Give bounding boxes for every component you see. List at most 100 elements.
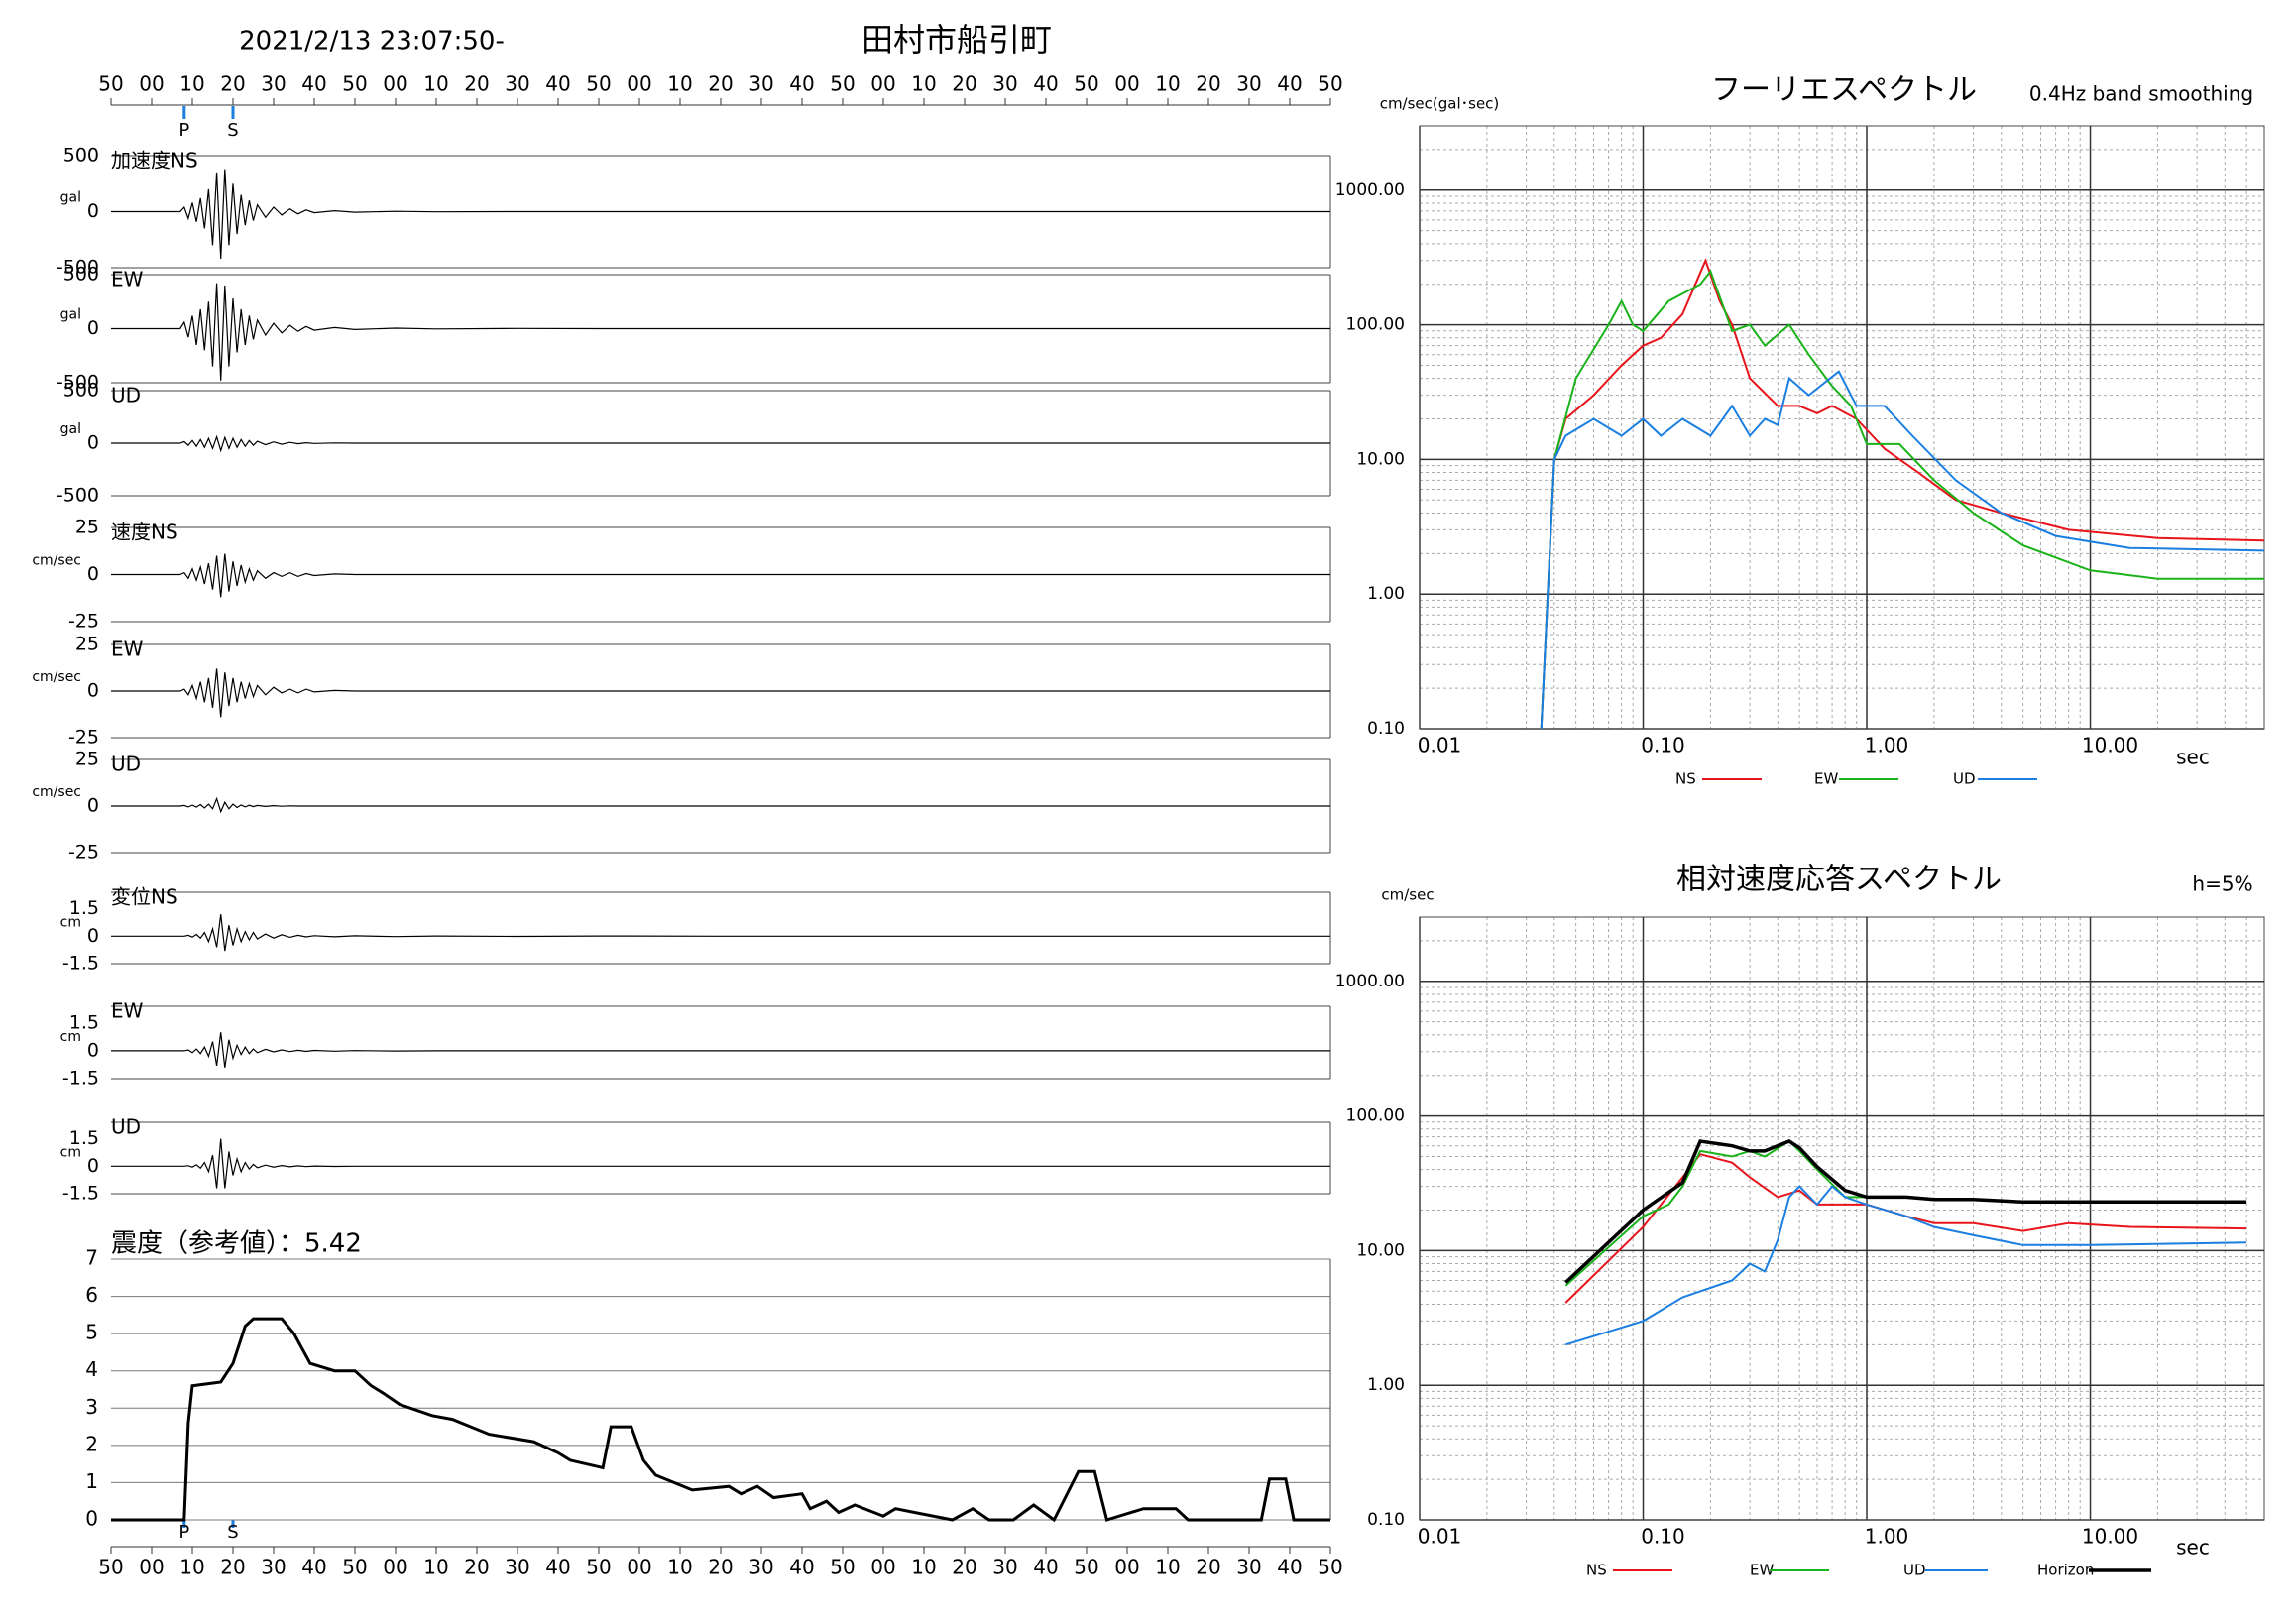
time-tick-label: 40: [1033, 72, 1058, 96]
chart-subtitle: h=5%: [2192, 872, 2252, 896]
y-tick-label: 100.00: [1346, 1106, 1405, 1126]
time-tick-label: 10: [667, 1556, 692, 1579]
y-tick-label: 100.00: [1346, 315, 1405, 335]
y-tick-label: 0: [85, 1507, 98, 1531]
y-tick-label: 0.10: [1367, 1510, 1405, 1530]
y-tick-label: 1.00: [1367, 1375, 1405, 1395]
time-tick-label: 40: [545, 1556, 570, 1579]
panel-unit: cm/sec: [32, 784, 81, 800]
y-tick-label: 0.10: [1367, 719, 1405, 739]
y-tick-label: 1.5: [69, 897, 99, 919]
legend-label: EW: [1750, 1562, 1774, 1579]
y-tick-label: -500: [57, 257, 99, 279]
waveform: [111, 668, 1330, 718]
series-line: [1540, 370, 2265, 730]
panel-label: EW: [111, 268, 144, 291]
time-tick-label: 10: [423, 1556, 448, 1579]
time-tick-label: 50: [1318, 72, 1342, 96]
time-tick-label: 20: [464, 72, 489, 96]
time-tick-label: 00: [383, 1556, 407, 1579]
x-tick-label: 10.00: [2082, 734, 2138, 757]
time-tick-label: 10: [667, 72, 692, 96]
panel-unit: cm: [60, 1029, 81, 1045]
y-tick-label: -500: [57, 372, 99, 394]
y-tick-label: 0: [87, 563, 99, 585]
y-tick-label: 1.00: [1367, 584, 1405, 604]
y-tick-label: -25: [68, 842, 99, 864]
time-tick-label: 10: [1155, 1556, 1180, 1579]
legend-label: Horizon: [2037, 1562, 2094, 1579]
y-tick-label: 500: [63, 145, 99, 167]
time-tick-label: 40: [545, 72, 570, 96]
y-tick-label: -1.5: [62, 953, 99, 975]
time-tick-label: 40: [301, 72, 326, 96]
series-line: [1564, 1139, 2247, 1284]
phase-label: P: [178, 120, 189, 141]
y-tick-label: 1.5: [69, 1127, 99, 1149]
time-tick-label: 50: [98, 1556, 123, 1579]
legend-label: UD: [1953, 770, 1976, 788]
waveform: [111, 553, 1330, 598]
panel-unit: cm: [60, 1144, 81, 1160]
x-tick-label: 1.00: [1865, 734, 1909, 757]
time-tick-label: 00: [383, 72, 407, 96]
time-tick-label: 50: [830, 1556, 855, 1579]
series-line: [1540, 269, 2264, 730]
panel-unit: cm/sec: [32, 669, 81, 685]
series-line: [1564, 1139, 2247, 1287]
y-tick-label: -1.5: [62, 1183, 99, 1205]
time-tick-label: 50: [830, 72, 855, 96]
time-tick-label: 00: [1114, 1556, 1139, 1579]
time-tick-label: 00: [139, 1556, 164, 1579]
y-tick-label: -25: [68, 611, 99, 633]
panel-label: 速度NS: [111, 521, 178, 544]
time-tick-label: 40: [789, 1556, 814, 1579]
panel-unit: gal: [60, 307, 81, 323]
chart-subtitle: 0.4Hz band smoothing: [2029, 82, 2253, 106]
waveform: [111, 796, 1330, 814]
series-line: [1540, 258, 2265, 730]
x-tick-label: 0.01: [1418, 734, 1462, 757]
y-tick-label: -25: [68, 727, 99, 749]
waveform: [111, 283, 1330, 381]
legend-label: NS: [1586, 1562, 1607, 1579]
panel-label: 加速度NS: [111, 149, 198, 173]
time-tick-label: 40: [789, 72, 814, 96]
y-tick-label: -1.5: [62, 1068, 99, 1090]
x-axis-label: sec: [2176, 1536, 2210, 1560]
time-tick-label: 20: [952, 72, 976, 96]
chart-title: 相対速度応答スペクトル: [1676, 863, 2002, 897]
waveform: [111, 1138, 1330, 1189]
y-tick-label: 25: [75, 749, 99, 770]
y-tick-label: 25: [75, 517, 99, 538]
time-tick-label: 00: [870, 72, 895, 96]
y-tick-label: 0: [87, 432, 99, 454]
y-tick-label: 1: [85, 1469, 98, 1493]
time-tick-label: 50: [1074, 1556, 1098, 1579]
time-tick-label: 10: [179, 72, 204, 96]
panel-unit: cm/sec: [32, 553, 81, 569]
legend-label: EW: [1814, 770, 1838, 788]
time-tick-label: 30: [992, 72, 1017, 96]
time-tick-label: 20: [464, 1556, 489, 1579]
plot-frame: [1419, 125, 2265, 730]
time-tick-label: 40: [1277, 1556, 1302, 1579]
time-tick-label: 50: [342, 72, 367, 96]
time-tick-label: 10: [179, 1556, 204, 1579]
y-tick-label: 0: [87, 680, 99, 702]
y-tick-label: 0: [87, 1155, 99, 1177]
panel-unit: cm: [60, 914, 81, 930]
y-tick-label: 5: [85, 1321, 98, 1344]
y-tick-label: 500: [63, 264, 99, 286]
panel-label: EW: [111, 638, 144, 661]
time-tick-label: 10: [911, 1556, 936, 1579]
time-tick-label: 20: [952, 1556, 976, 1579]
time-tick-label: 00: [139, 72, 164, 96]
x-tick-label: 0.01: [1418, 1525, 1462, 1549]
chart-subtitle: 田村市船引町: [861, 21, 1052, 58]
time-tick-label: 20: [1196, 72, 1220, 96]
time-tick-label: 30: [1236, 72, 1261, 96]
panel-label: UD: [111, 1115, 141, 1139]
y-tick-label: 25: [75, 634, 99, 655]
time-tick-label: 40: [301, 1556, 326, 1579]
